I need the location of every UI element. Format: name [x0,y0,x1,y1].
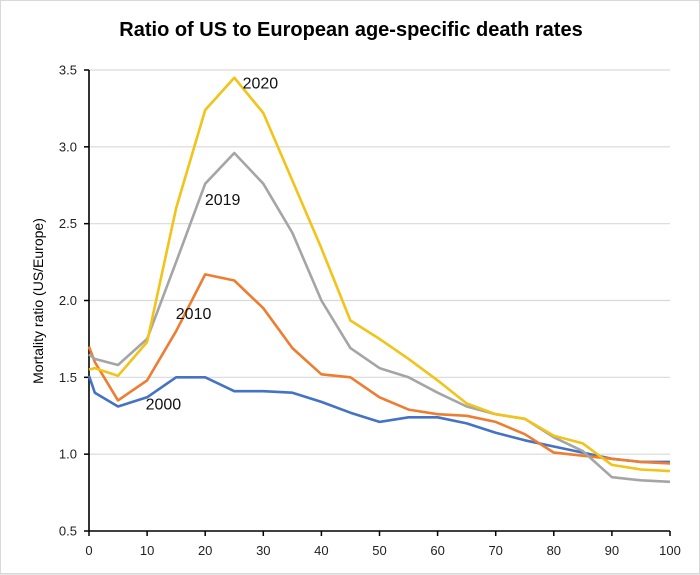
series-label-2020: 2020 [243,75,279,92]
series-lines [87,76,671,484]
x-tick-label: 10 [140,543,154,558]
series-labels: 2020 2019 2010 2000 [146,75,279,413]
y-tick-label: 1.5 [59,370,77,385]
x-tick-label: 0 [85,543,92,558]
y-tick-label: 3.0 [59,139,77,154]
x-tick-label: 50 [372,543,386,558]
x-tick-label: 30 [256,543,270,558]
y-axis-label: Mortality ratio (US/Europe) [30,218,46,384]
y-tick-label: 1.0 [59,447,77,462]
series-label-2019: 2019 [205,192,241,209]
series-line-2000 [87,375,670,464]
y-tick-label: 2.0 [59,293,77,308]
x-tick-label: 90 [605,543,619,558]
chart-title: Ratio of US to European age-specific dea… [119,19,583,41]
series-label-2000: 2000 [146,397,182,414]
x-tick-label: 80 [547,543,561,558]
series-line-2019 [88,151,671,484]
y-tick-label: 0.5 [59,524,77,539]
x-tick-label: 70 [488,543,502,558]
series-line-2020 [88,76,671,473]
axes: 0.5 1.0 1.5 2.0 2.5 3.0 3.5 0 10 20 30 40 50 60 70 80 90… [59,63,681,559]
x-tick-label: 100 [659,543,681,558]
x-tick-label: 60 [430,543,444,558]
y-tick-label: 3.5 [59,63,77,78]
x-tick-label: 20 [198,543,212,558]
y-tick-label: 2.5 [59,216,77,231]
x-tick-label: 40 [314,543,328,558]
series-label-2010: 2010 [176,306,212,323]
series-line-2010 [87,273,671,465]
